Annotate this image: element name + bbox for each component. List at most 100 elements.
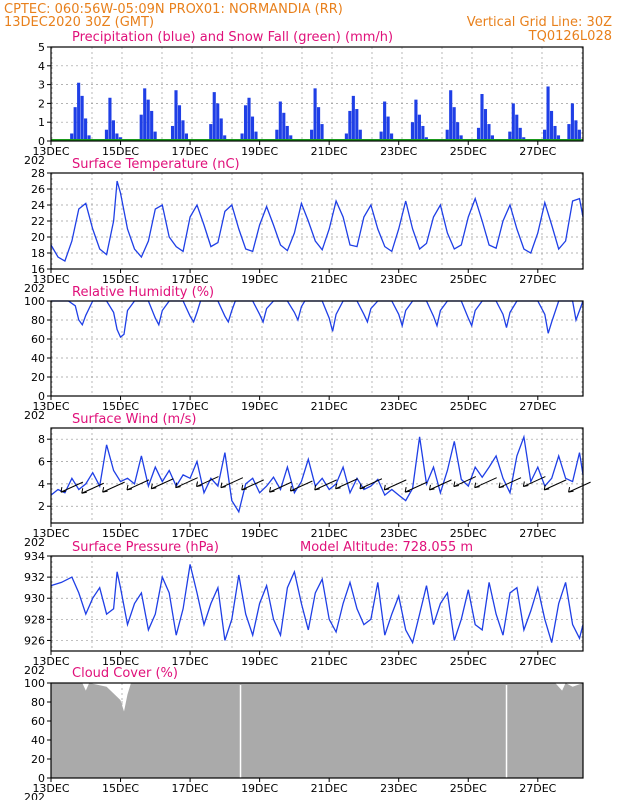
precipitation-bar: [104, 129, 109, 141]
x-tick-label: 23DEC: [380, 782, 417, 795]
precipitation-bar: [567, 124, 571, 141]
x-tick-label: 19DEC: [241, 145, 278, 158]
model-altitude-label: Model Altitude: 728.055 m: [300, 540, 473, 555]
x-tick-label: 27DEC: [519, 400, 556, 413]
precipitation-bar: [508, 131, 512, 141]
x-tick-label: 25DEC: [450, 273, 487, 286]
year-overflow-label: 202: [24, 664, 45, 677]
precipitation-bar: [87, 135, 91, 141]
cloud-panel: 0 20 40 60 80 100 13DEC 15DEC 17DEC 19DEC 21DEC 23D…: [24, 666, 584, 800]
y-tick-label: 20: [31, 753, 45, 766]
humidity-line: [51, 300, 584, 339]
x-tick-label: 25DEC: [450, 527, 487, 540]
year-overflow-label: 202: [24, 536, 45, 549]
y-tick-label: 3: [38, 79, 45, 92]
x-tick-label: 15DEC: [102, 273, 139, 286]
x-tick-label: 23DEC: [380, 273, 417, 286]
precipitation-bar: [143, 88, 147, 141]
temperature-line: [50, 180, 584, 262]
x-tick-label: 21DEC: [311, 527, 348, 540]
wind-arrow: [359, 478, 383, 490]
x-tick-label: 13DEC: [32, 527, 69, 540]
temperature-panel: 16 18 20 22 24 26 28 13DEC 15DEC 17DEC 19DEC 21DEC 2…: [24, 157, 584, 295]
x-tick-label: 15DEC: [102, 400, 139, 413]
precipitation-bar: [177, 105, 182, 141]
precipitation-bar: [390, 133, 394, 141]
precipitation-bar: [570, 103, 574, 141]
x-tick-label: 23DEC: [380, 400, 417, 413]
wind-arrow: [568, 481, 591, 493]
x-tick-label: 23DEC: [380, 527, 417, 540]
y-tick-label: 934: [24, 550, 45, 563]
pressure-title: Surface Pressure (hPa): [72, 540, 219, 555]
precipitation-bar: [476, 127, 481, 141]
wind-arrow: [498, 477, 522, 489]
wind-title: Surface Wind (m/s): [72, 412, 196, 427]
x-tick-label: 19DEC: [241, 273, 278, 286]
y-tick-label: 18: [31, 247, 45, 260]
x-tick-label: 15DEC: [102, 145, 139, 158]
x-tick-label: 19DEC: [241, 782, 278, 795]
precipitation-bar: [317, 107, 321, 141]
wind-arrow: [335, 478, 358, 490]
plot-frame: [50, 555, 584, 652]
y-tick-label: 930: [24, 592, 45, 605]
wind-arrow: [522, 476, 546, 488]
precipitation-bar: [518, 127, 522, 141]
y-tick-label: 16: [31, 263, 45, 276]
precipitation-bar: [285, 125, 289, 141]
x-tick-label: 13DEC: [32, 400, 69, 413]
humidity-title: Relative Humidity (%): [72, 285, 214, 300]
plot-frame: [50, 427, 584, 524]
precipitation-bar: [511, 103, 515, 141]
x-tick-label: 13DEC: [32, 273, 69, 286]
y-tick-label: 2: [38, 500, 45, 513]
wind-arrow: [428, 479, 452, 491]
wind-arrow: [175, 477, 198, 489]
x-tick-label: 13DEC: [32, 145, 69, 158]
y-tick-label: 932: [24, 571, 45, 584]
y-tick-label: 8: [38, 433, 45, 446]
precipitation-bar: [553, 125, 557, 141]
x-tick-label: 13DEC: [32, 655, 69, 668]
precipitation-bar: [250, 116, 255, 141]
precipitation-bar: [77, 82, 81, 141]
wind-arrow: [453, 476, 477, 488]
precipitation-bar: [490, 135, 494, 141]
precip-panel: 0 1 2 3 4 5 13DEC 15DEC 17DEC 19DEC 21DEC 23DEC 25DE…: [24, 30, 584, 167]
x-tick-label: 13DEC: [32, 782, 69, 795]
precip-title: Precipitation (blue) and Snow Fall (gree…: [72, 30, 393, 45]
precipitation-bar: [73, 107, 77, 141]
wind-arrow: [474, 477, 497, 489]
precipitation-bar: [174, 90, 178, 141]
precipitation-bar: [543, 129, 547, 141]
y-tick-label: 0: [38, 390, 45, 403]
y-tick-label: 926: [24, 634, 45, 647]
year-overflow-label: 202: [24, 154, 45, 167]
x-tick-label: 23DEC: [380, 145, 417, 158]
precipitation-bar: [546, 86, 550, 141]
wind-arrow: [383, 479, 407, 491]
y-tick-label: 928: [24, 613, 45, 626]
precipitation-bar: [84, 118, 88, 141]
x-tick-label: 19DEC: [241, 655, 278, 668]
y-tick-label: 6: [38, 456, 45, 469]
plot-frame: [50, 46, 584, 142]
wind-arrow: [241, 479, 264, 491]
y-tick-label: 0: [38, 135, 45, 148]
precipitation-bar: [240, 133, 244, 141]
y-tick-label: 1: [38, 116, 45, 129]
x-tick-label: 15DEC: [102, 655, 139, 668]
header-station-line: CPTEC: 060:56W-05:09N PROX01: NORMANDIA …: [4, 2, 343, 17]
x-tick-label: 25DEC: [450, 400, 487, 413]
precipitation-bar: [139, 114, 143, 141]
precipitation-bar: [549, 110, 554, 141]
precipitation-bar: [480, 94, 484, 141]
x-tick-label: 17DEC: [172, 145, 209, 158]
year-overflow-label: 202: [24, 282, 45, 295]
x-tick-label: 17DEC: [172, 527, 209, 540]
plot-frame: [50, 300, 584, 397]
y-tick-label: 80: [31, 696, 45, 709]
header-grid-note: Vertical Grid Line: 30Z: [467, 15, 612, 30]
